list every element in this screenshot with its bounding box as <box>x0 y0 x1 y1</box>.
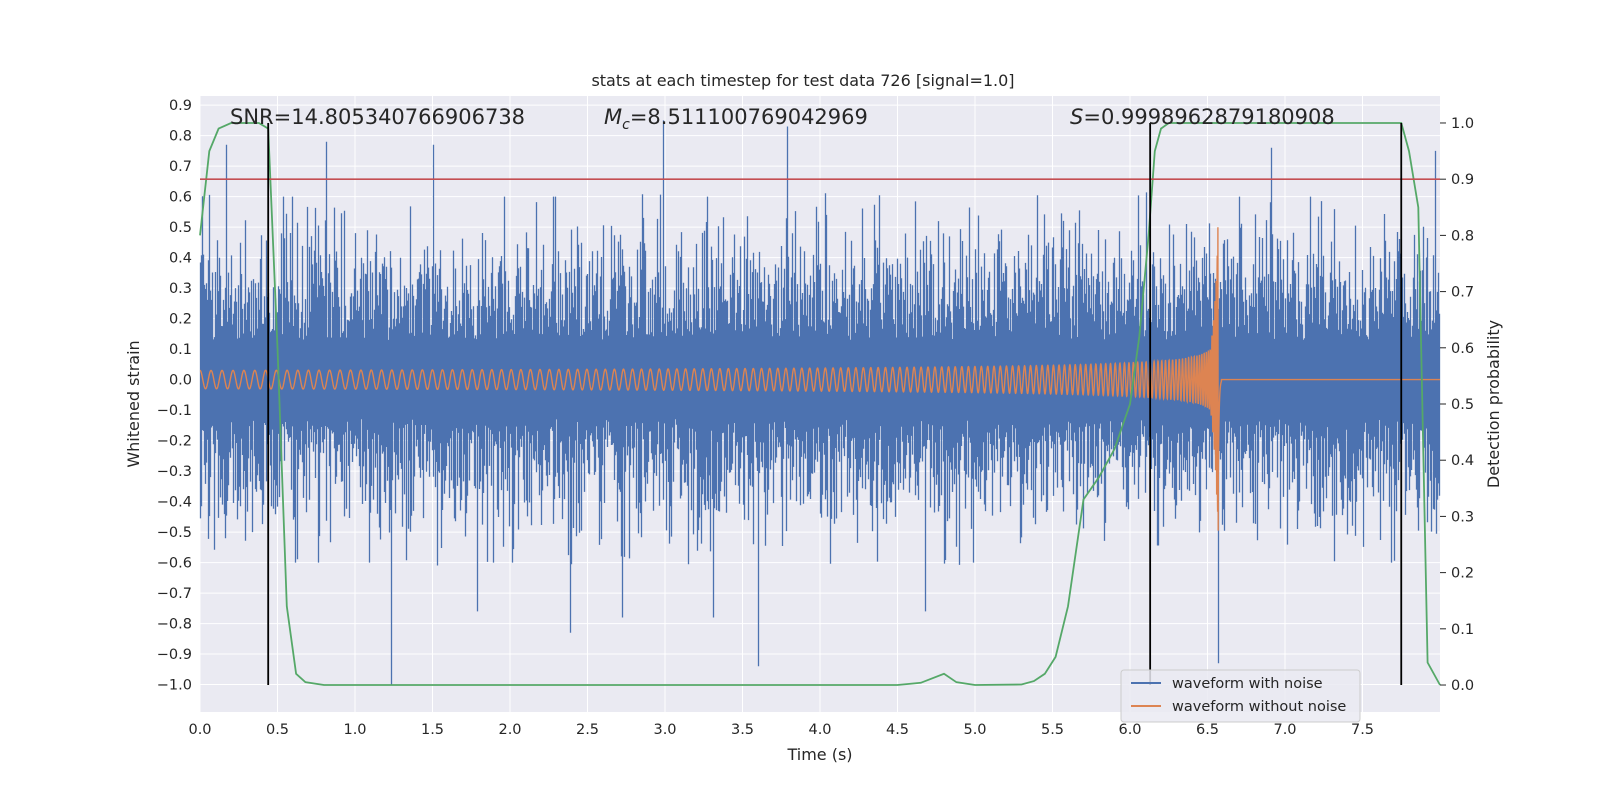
x-tick-label: 4.5 <box>886 722 909 738</box>
y-tick-label: 0.5 <box>169 220 192 236</box>
y-tick-label: −0.4 <box>157 495 192 511</box>
y-tick-label: −0.7 <box>157 586 192 602</box>
y-tick-label: 0.0 <box>169 373 192 389</box>
series-waveform-without-noise <box>199 227 1440 531</box>
x-tick-label: 5.5 <box>1041 722 1064 738</box>
legend: waveform with noise waveform without noi… <box>1120 669 1361 723</box>
x-tick-label: 4.0 <box>808 722 831 738</box>
legend-label-clean: waveform without noise <box>1172 699 1346 715</box>
right-axis-ticks: 1.0 0.9 0.8 0.7 0.6 0.5 0.4 0.3 0.2 0.1 0.0 <box>1440 116 1474 694</box>
y-tick-label: −0.3 <box>157 464 192 480</box>
y-tick-label: −0.8 <box>157 617 192 633</box>
snr-annotation: SNR=14.805340766906738 <box>230 105 525 129</box>
y-tick-label: 0.6 <box>169 190 192 206</box>
y-tick-label: −1.0 <box>157 678 192 694</box>
x-tick-label: 3.5 <box>731 722 754 738</box>
vertical-markers <box>267 122 1403 686</box>
y-tick-label: −0.5 <box>157 525 192 541</box>
x-axis-label: Time (s) <box>786 745 852 764</box>
x-tick-label: 6.0 <box>1118 722 1141 738</box>
significance-value: =0.9998962879180908 <box>1083 105 1334 129</box>
y-tick-label: −0.1 <box>157 403 192 419</box>
y-tick-label: 0.2 <box>169 312 192 328</box>
legend-box <box>1120 669 1361 723</box>
left-axis-ticks: 0.9 0.8 0.7 0.6 0.5 0.4 0.3 0.2 0.1 0.0 −0.1 −0.2 −0… <box>157 98 192 693</box>
chart-title: stats at each timestep for test data 726… <box>591 71 1014 90</box>
x-tick-label: 2.0 <box>498 722 521 738</box>
y-tick-label: 0.3 <box>169 281 192 297</box>
significance-symbol: S <box>1070 105 1083 129</box>
y2-axis-label: Detection probability <box>1484 320 1503 488</box>
y2-tick-label: 0.7 <box>1451 285 1474 301</box>
chirp-mass-symbol: M <box>604 105 622 129</box>
y2-tick-label: 0.9 <box>1451 172 1474 188</box>
x-tick-label: 1.5 <box>421 722 444 738</box>
y2-tick-label: 0.0 <box>1451 678 1474 694</box>
y-tick-label: 0.1 <box>169 342 192 358</box>
x-tick-label: 3.0 <box>653 722 676 738</box>
x-tick-label: 0.5 <box>266 722 289 738</box>
chirp-mass-annotation: Mc=8.511100769042969 <box>604 105 868 133</box>
x-tick-label: 2.5 <box>576 722 599 738</box>
y-tick-label: −0.2 <box>157 434 192 450</box>
y-tick-label: −0.9 <box>157 647 192 663</box>
series-detection-probability <box>199 122 1441 686</box>
legend-label-noise: waveform with noise <box>1172 676 1323 692</box>
y2-tick-label: 0.4 <box>1451 453 1474 469</box>
y-axis-label: Whitened strain <box>124 340 143 467</box>
x-tick-label: 7.5 <box>1351 722 1374 738</box>
y-tick-label: 0.8 <box>169 129 192 145</box>
bottom-axis-ticks: 0.0 0.5 1.0 1.5 2.0 2.5 3.0 3.5 4.0 4.5 5.0 5.5 6.0 6… <box>188 722 1374 738</box>
significance-annotation: S=0.9998962879180908 <box>1070 105 1335 129</box>
y2-tick-label: 0.5 <box>1451 397 1474 413</box>
x-tick-label: 7.0 <box>1273 722 1296 738</box>
x-tick-label: 6.5 <box>1196 722 1219 738</box>
y-tick-label: 0.9 <box>169 98 192 114</box>
y2-tick-label: 0.8 <box>1451 228 1474 244</box>
y2-tick-label: 0.2 <box>1451 566 1474 582</box>
y-tick-label: 0.4 <box>169 251 192 267</box>
chirp-mass-subscript: c <box>622 117 630 133</box>
x-tick-label: 1.0 <box>343 722 366 738</box>
y2-tick-label: 1.0 <box>1451 116 1474 132</box>
x-tick-label: 5.0 <box>963 722 986 738</box>
probability-line <box>199 122 1441 686</box>
y-tick-label: 0.7 <box>169 159 192 175</box>
y2-tick-label: 0.1 <box>1451 622 1474 638</box>
y-tick-label: −0.6 <box>157 556 192 572</box>
y2-tick-label: 0.6 <box>1451 341 1474 357</box>
y2-tick-label: 0.3 <box>1451 509 1474 525</box>
chirp-mass-value: =8.511100769042969 <box>630 105 868 129</box>
clean-trace <box>199 227 1440 531</box>
x-tick-label: 0.0 <box>188 722 211 738</box>
